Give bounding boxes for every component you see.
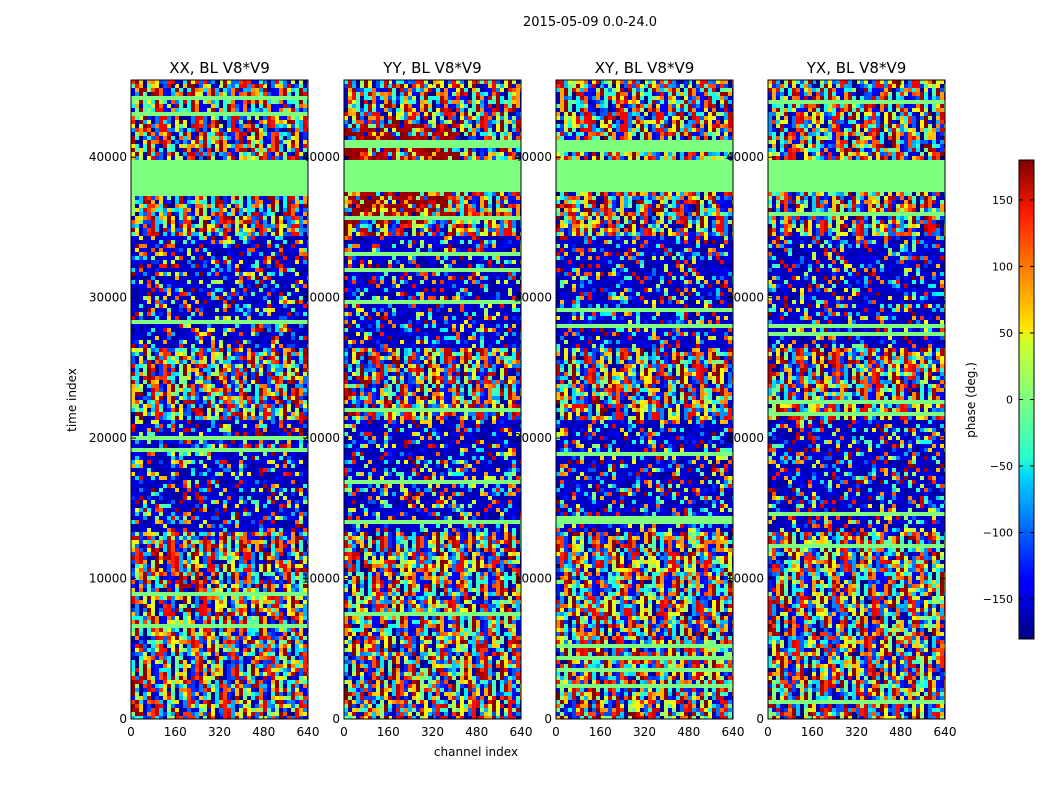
colorbar-tick-label: 150 xyxy=(992,194,1013,207)
y-tick-label: 10000 xyxy=(514,572,552,586)
phase-image xyxy=(131,80,308,719)
colorbar-ticks: −150 −100 −50 0 50 100 150 xyxy=(983,194,1034,606)
panel-yy: YY, BL V8*V9 0 160 320 480 640 0 10000 20000 3000… xyxy=(302,59,533,739)
x-tick-label: 640 xyxy=(297,725,320,739)
panel-xx: XX, BL V8*V9 0 160 320 480 640 0 10000 20000 3000… xyxy=(89,59,320,739)
y-tick-label: 0 xyxy=(756,712,764,726)
y-tick-label: 40000 xyxy=(89,150,127,164)
x-tick-label: 640 xyxy=(934,725,957,739)
colorbar-tick-label: −100 xyxy=(983,527,1013,540)
y-tick-label: 0 xyxy=(544,712,552,726)
x-tick-label: 0 xyxy=(340,725,348,739)
y-tick-label: 30000 xyxy=(726,291,764,305)
colorbar-tick-label: 50 xyxy=(999,327,1013,340)
x-tick-label: 320 xyxy=(845,725,868,739)
x-tick-label: 160 xyxy=(801,725,824,739)
colorbar-tick-label: −150 xyxy=(983,593,1013,606)
panel-title: YY, BL V8*V9 xyxy=(382,59,481,77)
x-tick-label: 320 xyxy=(421,725,444,739)
x-tick-label: 160 xyxy=(589,725,612,739)
x-tick-label: 160 xyxy=(377,725,400,739)
x-tick-label: 160 xyxy=(164,725,187,739)
colorbar: −150 −100 −50 0 50 100 150 phase (deg.) xyxy=(964,159,1035,640)
x-tick-label: 0 xyxy=(127,725,135,739)
y-tick-label: 30000 xyxy=(89,291,127,305)
y-axis-label: time index xyxy=(65,368,79,432)
figure-title: 2015-05-09 0.0-24.0 xyxy=(523,15,657,30)
y-tick-label: 20000 xyxy=(302,431,340,445)
x-axis-label: channel index xyxy=(434,745,518,759)
y-tick-label: 10000 xyxy=(89,572,127,586)
y-tick-label: 30000 xyxy=(514,291,552,305)
y-tick-label: 0 xyxy=(119,712,127,726)
phase-image xyxy=(556,80,733,719)
y-tick-label: 10000 xyxy=(302,572,340,586)
colorbar-label: phase (deg.) xyxy=(964,362,978,438)
phase-image xyxy=(344,80,521,719)
x-tick-label: 480 xyxy=(889,725,912,739)
y-tick-label: 30000 xyxy=(302,291,340,305)
y-tick-label: 40000 xyxy=(302,150,340,164)
x-tick-label: 480 xyxy=(252,725,275,739)
phase-image xyxy=(768,80,945,719)
x-tick-label: 640 xyxy=(722,725,745,739)
y-tick-label: 0 xyxy=(332,712,340,726)
x-tick-label: 640 xyxy=(510,725,533,739)
colorbar-tick-label: 100 xyxy=(992,260,1013,273)
colorbar-tick-label: −50 xyxy=(990,460,1013,473)
y-tick-label: 10000 xyxy=(726,572,764,586)
y-tick-label: 40000 xyxy=(514,150,552,164)
colorbar-tick-label: 0 xyxy=(1006,394,1013,407)
panel-yx: YX, BL V8*V9 0 160 320 480 640 0 10000 20000 3000… xyxy=(726,59,957,739)
panels: XX, BL V8*V9 0 160 320 480 640 0 10000 20000 3000… xyxy=(89,59,957,739)
y-tick-label: 20000 xyxy=(514,431,552,445)
y-tick-label: 20000 xyxy=(89,431,127,445)
x-tick-label: 0 xyxy=(552,725,560,739)
x-tick-label: 320 xyxy=(633,725,656,739)
panel-xy: XY, BL V8*V9 0 160 320 480 640 0 10000 20000 3000… xyxy=(514,59,745,739)
x-tick-label: 480 xyxy=(465,725,488,739)
panel-title: XX, BL V8*V9 xyxy=(169,59,270,77)
y-tick-label: 40000 xyxy=(726,150,764,164)
x-tick-label: 480 xyxy=(677,725,700,739)
y-tick-label: 20000 xyxy=(726,431,764,445)
panel-title: YX, BL V8*V9 xyxy=(806,59,907,77)
panel-title: XY, BL V8*V9 xyxy=(595,59,695,77)
x-tick-label: 0 xyxy=(764,725,772,739)
x-tick-label: 320 xyxy=(208,725,231,739)
